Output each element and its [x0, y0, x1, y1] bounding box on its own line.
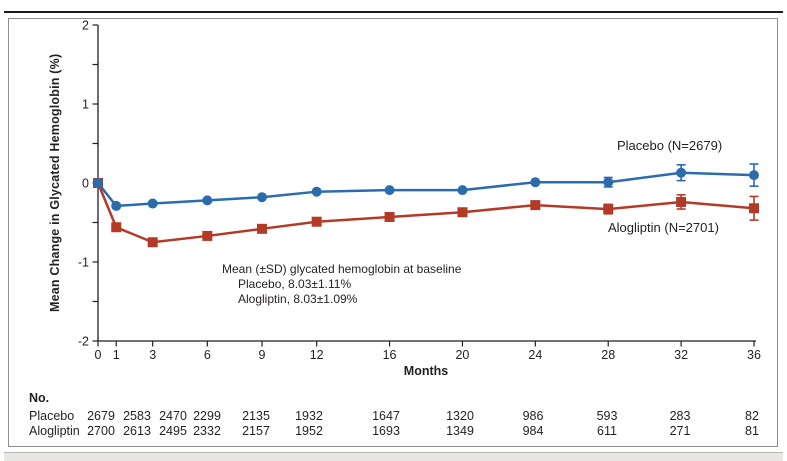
x-tick-label: 9	[259, 348, 266, 362]
alogliptin-data-point	[111, 222, 122, 233]
placebo-data-point	[676, 167, 687, 178]
at-risk-count: 2332	[193, 424, 221, 438]
at-risk-count: 2470	[159, 409, 187, 423]
at-risk-count: 1932	[295, 409, 323, 423]
at-risk-title: No.	[29, 391, 50, 405]
y-tick-label: 0	[82, 177, 89, 191]
x-tick-label: 16	[383, 348, 397, 362]
placebo-data-point	[457, 185, 468, 196]
annotation-line-1: Mean (±SD) glycated hemoglobin at baseli…	[222, 262, 462, 276]
alogliptin-data-point	[676, 196, 687, 207]
at-risk-count: 986	[522, 409, 544, 423]
baseline-annotation: Mean (±SD) glycated hemoglobin at baseli…	[222, 262, 461, 307]
placebo-data-point	[202, 195, 213, 206]
alogliptin-data-point	[749, 203, 759, 214]
at-risk-row-label: Placebo	[29, 409, 75, 423]
at-risk-row-alogliptin: Alogliptin 2700 2613 2495 2332 2157 1952 1693 13…	[0, 424, 787, 439]
x-tick-label: 24	[528, 348, 542, 362]
alogliptin-data-point	[457, 207, 468, 218]
alogliptin-data-point	[311, 216, 322, 227]
placebo-data-point	[530, 177, 541, 188]
series-line-alogliptin	[96, 182, 755, 244]
alogliptin-data-point	[257, 223, 267, 234]
y-tick-label: 2	[82, 19, 89, 33]
at-risk-count: 2583	[123, 409, 151, 423]
at-risk-count: 611	[597, 424, 617, 438]
alogliptin-series-label: Alogliptin (N=2701)	[608, 220, 719, 235]
at-risk-count: 2135	[242, 409, 270, 423]
at-risk-count: 2157	[242, 424, 270, 438]
placebo-series-label: Placebo (N=2679)	[617, 138, 723, 153]
at-risk-count: 2613	[123, 424, 151, 438]
bottom-caption-strip	[4, 452, 783, 461]
at-risk-count: 2495	[159, 424, 187, 438]
y-tick-label: -1	[78, 256, 89, 270]
figure-panel	[8, 18, 778, 447]
at-risk-count: 81	[745, 424, 759, 438]
annotation-line-2: Placebo, 8.03±1.11%	[238, 277, 352, 291]
placebo-data-point	[147, 198, 158, 209]
at-risk-count: 984	[522, 424, 544, 438]
placebo-data-point	[111, 200, 122, 211]
at-risk-count: 593	[596, 409, 618, 423]
at-risk-count: 1349	[446, 424, 474, 438]
series-line-placebo	[97, 171, 755, 208]
x-axis-title: Months	[404, 364, 448, 378]
x-tick-label: 12	[310, 348, 324, 362]
placebo-data-point	[311, 186, 322, 197]
at-risk-count: 271	[669, 424, 691, 438]
alogliptin-data-point	[147, 237, 158, 248]
x-tick-label: 6	[204, 348, 211, 362]
x-tick-label: 3	[149, 348, 156, 362]
at-risk-count: 2679	[87, 409, 115, 423]
at-risk-count: 2299	[193, 409, 221, 423]
top-rule	[4, 11, 783, 13]
y-tick-label: 1	[82, 98, 89, 112]
alogliptin-data-point	[530, 200, 541, 211]
placebo-data-point	[384, 185, 395, 196]
at-risk-row-label: Alogliptin	[29, 424, 80, 438]
at-risk-count: 1693	[372, 424, 400, 438]
annotation-line-3: Alogliptin, 8.03±1.09%	[238, 292, 358, 306]
x-tick-label: 28	[601, 348, 615, 362]
at-risk-count: 283	[669, 409, 691, 423]
placebo-data-point	[603, 177, 614, 188]
alogliptin-data-point	[384, 211, 395, 222]
at-risk-count: 2700	[87, 424, 115, 438]
x-tick-label: 0	[95, 348, 102, 362]
placebo-data-point	[93, 178, 103, 188]
y-tick-label: -2	[78, 335, 89, 349]
x-tick-label: 32	[674, 348, 688, 362]
alogliptin-data-point	[202, 230, 213, 241]
x-tick-label: 36	[747, 348, 761, 362]
x-tick-label: 1	[113, 348, 120, 362]
at-risk-count: 82	[745, 409, 759, 423]
at-risk-count: 1320	[446, 409, 474, 423]
at-risk-count: 1952	[295, 424, 323, 438]
placebo-data-point	[257, 192, 267, 203]
placebo-data-point	[749, 170, 759, 181]
at-risk-count: 1647	[372, 409, 400, 423]
x-tick-label: 20	[455, 348, 469, 362]
alogliptin-data-point	[603, 204, 614, 215]
at-risk-row-placebo: Placebo 2679 2583 2470 2299 2135 1932 1647 1320 9…	[0, 409, 787, 424]
